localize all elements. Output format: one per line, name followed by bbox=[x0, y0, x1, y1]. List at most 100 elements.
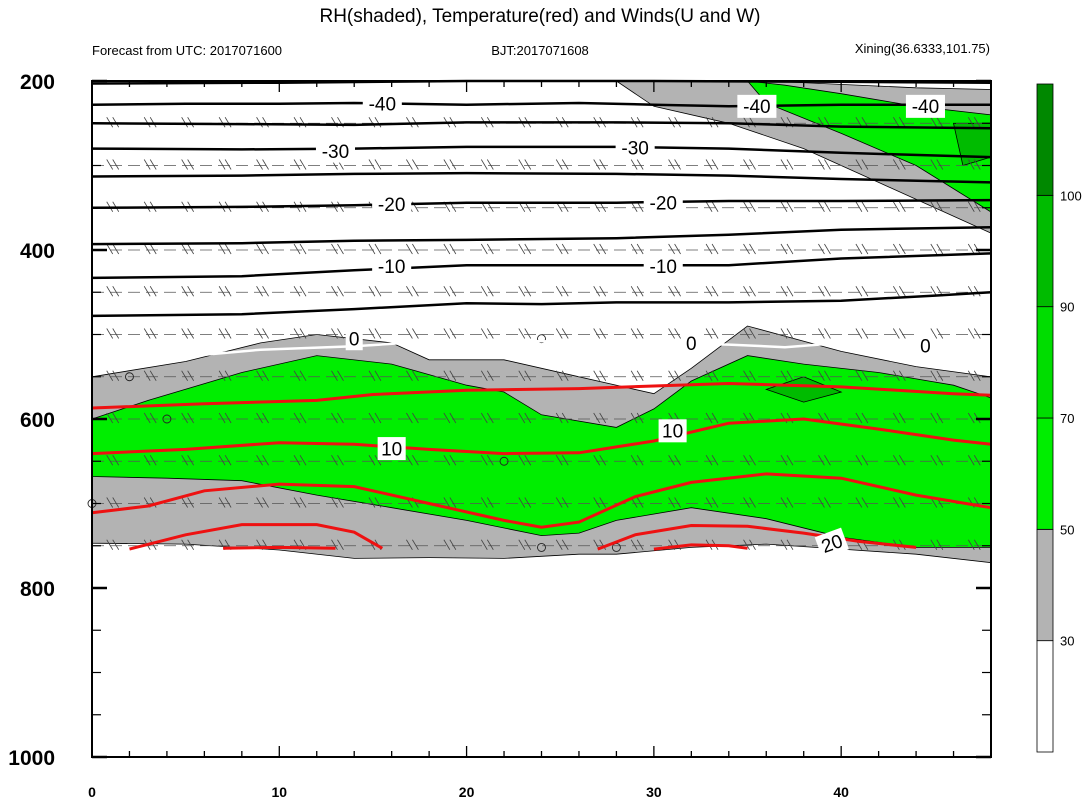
wind-barb bbox=[973, 286, 981, 297]
wind-barb bbox=[262, 243, 269, 255]
wind-barb bbox=[749, 455, 756, 466]
wind-barb bbox=[262, 286, 269, 297]
wind-barb bbox=[786, 159, 794, 170]
wind-barb bbox=[224, 117, 232, 128]
colorbar-swatch bbox=[1036, 83, 1054, 196]
wind-barb bbox=[674, 243, 681, 255]
wind-barb bbox=[480, 328, 488, 339]
wind-barb bbox=[224, 455, 232, 466]
wind-barb bbox=[930, 243, 938, 255]
wind-barb bbox=[331, 201, 338, 212]
wind-barb bbox=[855, 201, 863, 212]
wind-barb bbox=[374, 370, 382, 381]
wind-barb bbox=[636, 328, 644, 339]
wind-barb bbox=[555, 328, 563, 339]
wind-barb bbox=[112, 370, 120, 381]
wind-barb bbox=[181, 286, 188, 297]
wind-barb bbox=[818, 286, 825, 297]
wind-barb bbox=[668, 328, 675, 339]
wind-barb bbox=[524, 455, 532, 466]
wind-barb bbox=[936, 243, 944, 255]
wind-barb bbox=[331, 286, 338, 297]
colorbar-level-label: 30 bbox=[1060, 634, 1074, 649]
wind-barb bbox=[181, 497, 188, 508]
wind-barb bbox=[630, 455, 638, 466]
wind-barb bbox=[486, 497, 494, 508]
wind-barb bbox=[967, 243, 975, 255]
wind-barb bbox=[293, 159, 301, 170]
wind-barb bbox=[187, 455, 194, 466]
wind-barb bbox=[930, 455, 938, 466]
wind-barb bbox=[293, 497, 301, 508]
wind-barb bbox=[486, 455, 494, 466]
wind-barb bbox=[711, 201, 719, 212]
wind-barb bbox=[561, 328, 569, 339]
wind-barb bbox=[555, 370, 563, 381]
wind-barb bbox=[818, 201, 825, 212]
wind-barb bbox=[743, 455, 750, 466]
wind-barb bbox=[256, 455, 263, 466]
wind-barb bbox=[293, 328, 301, 339]
wind-barb bbox=[106, 243, 114, 255]
wind-barb bbox=[786, 539, 794, 550]
wind-barb bbox=[143, 117, 151, 128]
wind-barb bbox=[599, 539, 607, 550]
wind-barb bbox=[218, 159, 226, 170]
wind-barb bbox=[674, 159, 681, 170]
wind-barb bbox=[256, 370, 263, 381]
contour-label-box bbox=[362, 92, 402, 116]
wind-barb bbox=[262, 117, 269, 128]
zero-contour-label-box bbox=[345, 327, 363, 351]
wind-barb bbox=[524, 159, 532, 170]
contour-label: -10 bbox=[378, 257, 405, 278]
colorbar-level-label: 50 bbox=[1060, 522, 1074, 537]
wind-barb bbox=[674, 497, 681, 508]
wind-barb bbox=[780, 497, 788, 508]
wind-barb bbox=[899, 201, 906, 212]
chart-subtitle-left: Forecast from UTC: 2017071600 bbox=[92, 43, 282, 58]
wind-barb bbox=[893, 370, 900, 381]
wind-barb bbox=[331, 497, 338, 508]
wind-barb bbox=[674, 539, 681, 550]
wind-barb bbox=[711, 286, 719, 297]
contour-label-group: -20 bbox=[372, 192, 412, 216]
wind-barb bbox=[749, 370, 756, 381]
wind-barb bbox=[674, 455, 681, 466]
wind-barb bbox=[899, 243, 906, 255]
wind-barb bbox=[293, 412, 301, 424]
wind-barb bbox=[599, 328, 607, 339]
wind-barb bbox=[480, 455, 488, 466]
wind-barb bbox=[143, 286, 151, 297]
wind-barb bbox=[630, 159, 638, 170]
wind-barb bbox=[824, 286, 831, 297]
temperature-contour-red bbox=[129, 523, 384, 551]
wind-barbs-layer bbox=[87, 117, 981, 552]
wind-barb bbox=[224, 286, 232, 297]
contour-label-group: -40 bbox=[905, 94, 945, 118]
wind-barb bbox=[149, 328, 157, 339]
wind-barb bbox=[181, 539, 188, 550]
wind-barb bbox=[337, 539, 344, 550]
contour-label-box bbox=[372, 254, 412, 278]
wind-barb bbox=[899, 455, 906, 466]
temperature-contour-black bbox=[91, 101, 991, 108]
wind-barb bbox=[181, 243, 188, 255]
wind-barb bbox=[555, 539, 563, 550]
wind-barb bbox=[861, 370, 869, 381]
calm-wind-circle bbox=[537, 542, 546, 552]
wind-barb bbox=[780, 328, 788, 339]
wind-barb bbox=[561, 159, 569, 170]
wind-barb bbox=[262, 159, 269, 170]
zero-contour-label: 0 bbox=[349, 330, 360, 351]
wind-barb bbox=[743, 159, 750, 170]
wind-barb bbox=[674, 328, 681, 339]
wind-barb bbox=[780, 455, 788, 466]
wind-barb bbox=[443, 328, 451, 339]
wind-barb bbox=[561, 539, 569, 550]
wind-barb bbox=[449, 412, 457, 424]
wind-barb bbox=[786, 497, 794, 508]
wind-barb bbox=[299, 412, 307, 424]
temperature-contour-black bbox=[91, 225, 992, 246]
wind-barb bbox=[780, 243, 788, 255]
